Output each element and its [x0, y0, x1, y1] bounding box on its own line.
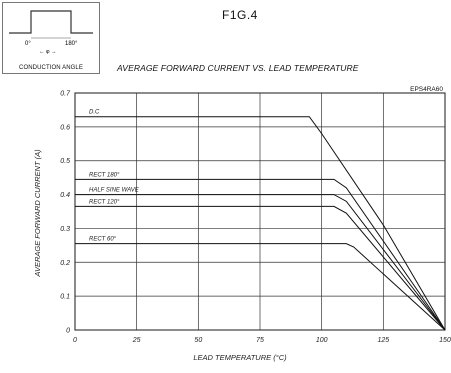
- chart-title: AVERAGE FORWARD CURRENT VS. LEAD TEMPERA…: [117, 63, 359, 73]
- y-tick-label: 0.3: [60, 226, 70, 233]
- series-label: RECT 120°: [89, 199, 120, 205]
- series-line: [75, 243, 446, 331]
- series-label: HALF SINE WAVE: [89, 188, 140, 194]
- inset-label-right: 180°: [65, 41, 78, 47]
- grid: [74, 92, 446, 331]
- series-label: D.C: [89, 110, 100, 116]
- conduction-angle-inset: 0° 180° ← φ → CONDUCTION ANGLE: [2, 2, 100, 74]
- inset-label-theta: ← φ →: [39, 49, 57, 55]
- inset-label-left: 0°: [25, 41, 31, 47]
- x-tick-label: 50: [194, 337, 202, 344]
- y-tick-label: 0.6: [60, 124, 70, 131]
- inset-caption: CONDUCTION ANGLE: [19, 65, 83, 71]
- y-tick-label: 0.4: [60, 192, 70, 199]
- axis-ticks: 0 25 50 75 100 125 150 0 0.1 0.2 0.3 0.4 0.5 0.6 0.7: [60, 91, 451, 345]
- x-tick-label: 0: [73, 337, 77, 344]
- series-line: [75, 178, 446, 331]
- conduction-waveform-icon: 0° 180° ← φ →: [9, 10, 93, 55]
- y-tick-label: 0.2: [60, 260, 70, 267]
- part-number: EPS4RA60: [410, 86, 443, 93]
- series-line: [75, 116, 446, 331]
- y-axis-title: AVERAGE FORWARD CURRENT (A): [33, 149, 42, 278]
- x-tick-label: 25: [132, 337, 141, 344]
- y-tick-label: 0: [66, 328, 70, 335]
- figure-label: F1G.4: [222, 8, 258, 22]
- x-tick-label: 125: [377, 337, 389, 344]
- x-tick-label: 75: [256, 337, 264, 344]
- x-axis-title: LEAD TEMPERATURE (°C): [193, 353, 287, 362]
- y-tick-label: 0.7: [60, 91, 71, 98]
- series-lines: [75, 116, 446, 331]
- series-line: [75, 194, 446, 331]
- series-label: RECT 60°: [89, 237, 117, 243]
- x-tick-label: 100: [316, 337, 328, 344]
- series-label: RECT 180°: [89, 172, 120, 178]
- series-labels: D.C RECT 180° HALF SINE WAVE RECT 120° RECT …: [89, 110, 140, 243]
- series-line: [75, 205, 446, 331]
- y-tick-label: 0.5: [60, 158, 70, 165]
- x-tick-label: 150: [439, 337, 451, 344]
- y-tick-label: 0.1: [60, 294, 70, 301]
